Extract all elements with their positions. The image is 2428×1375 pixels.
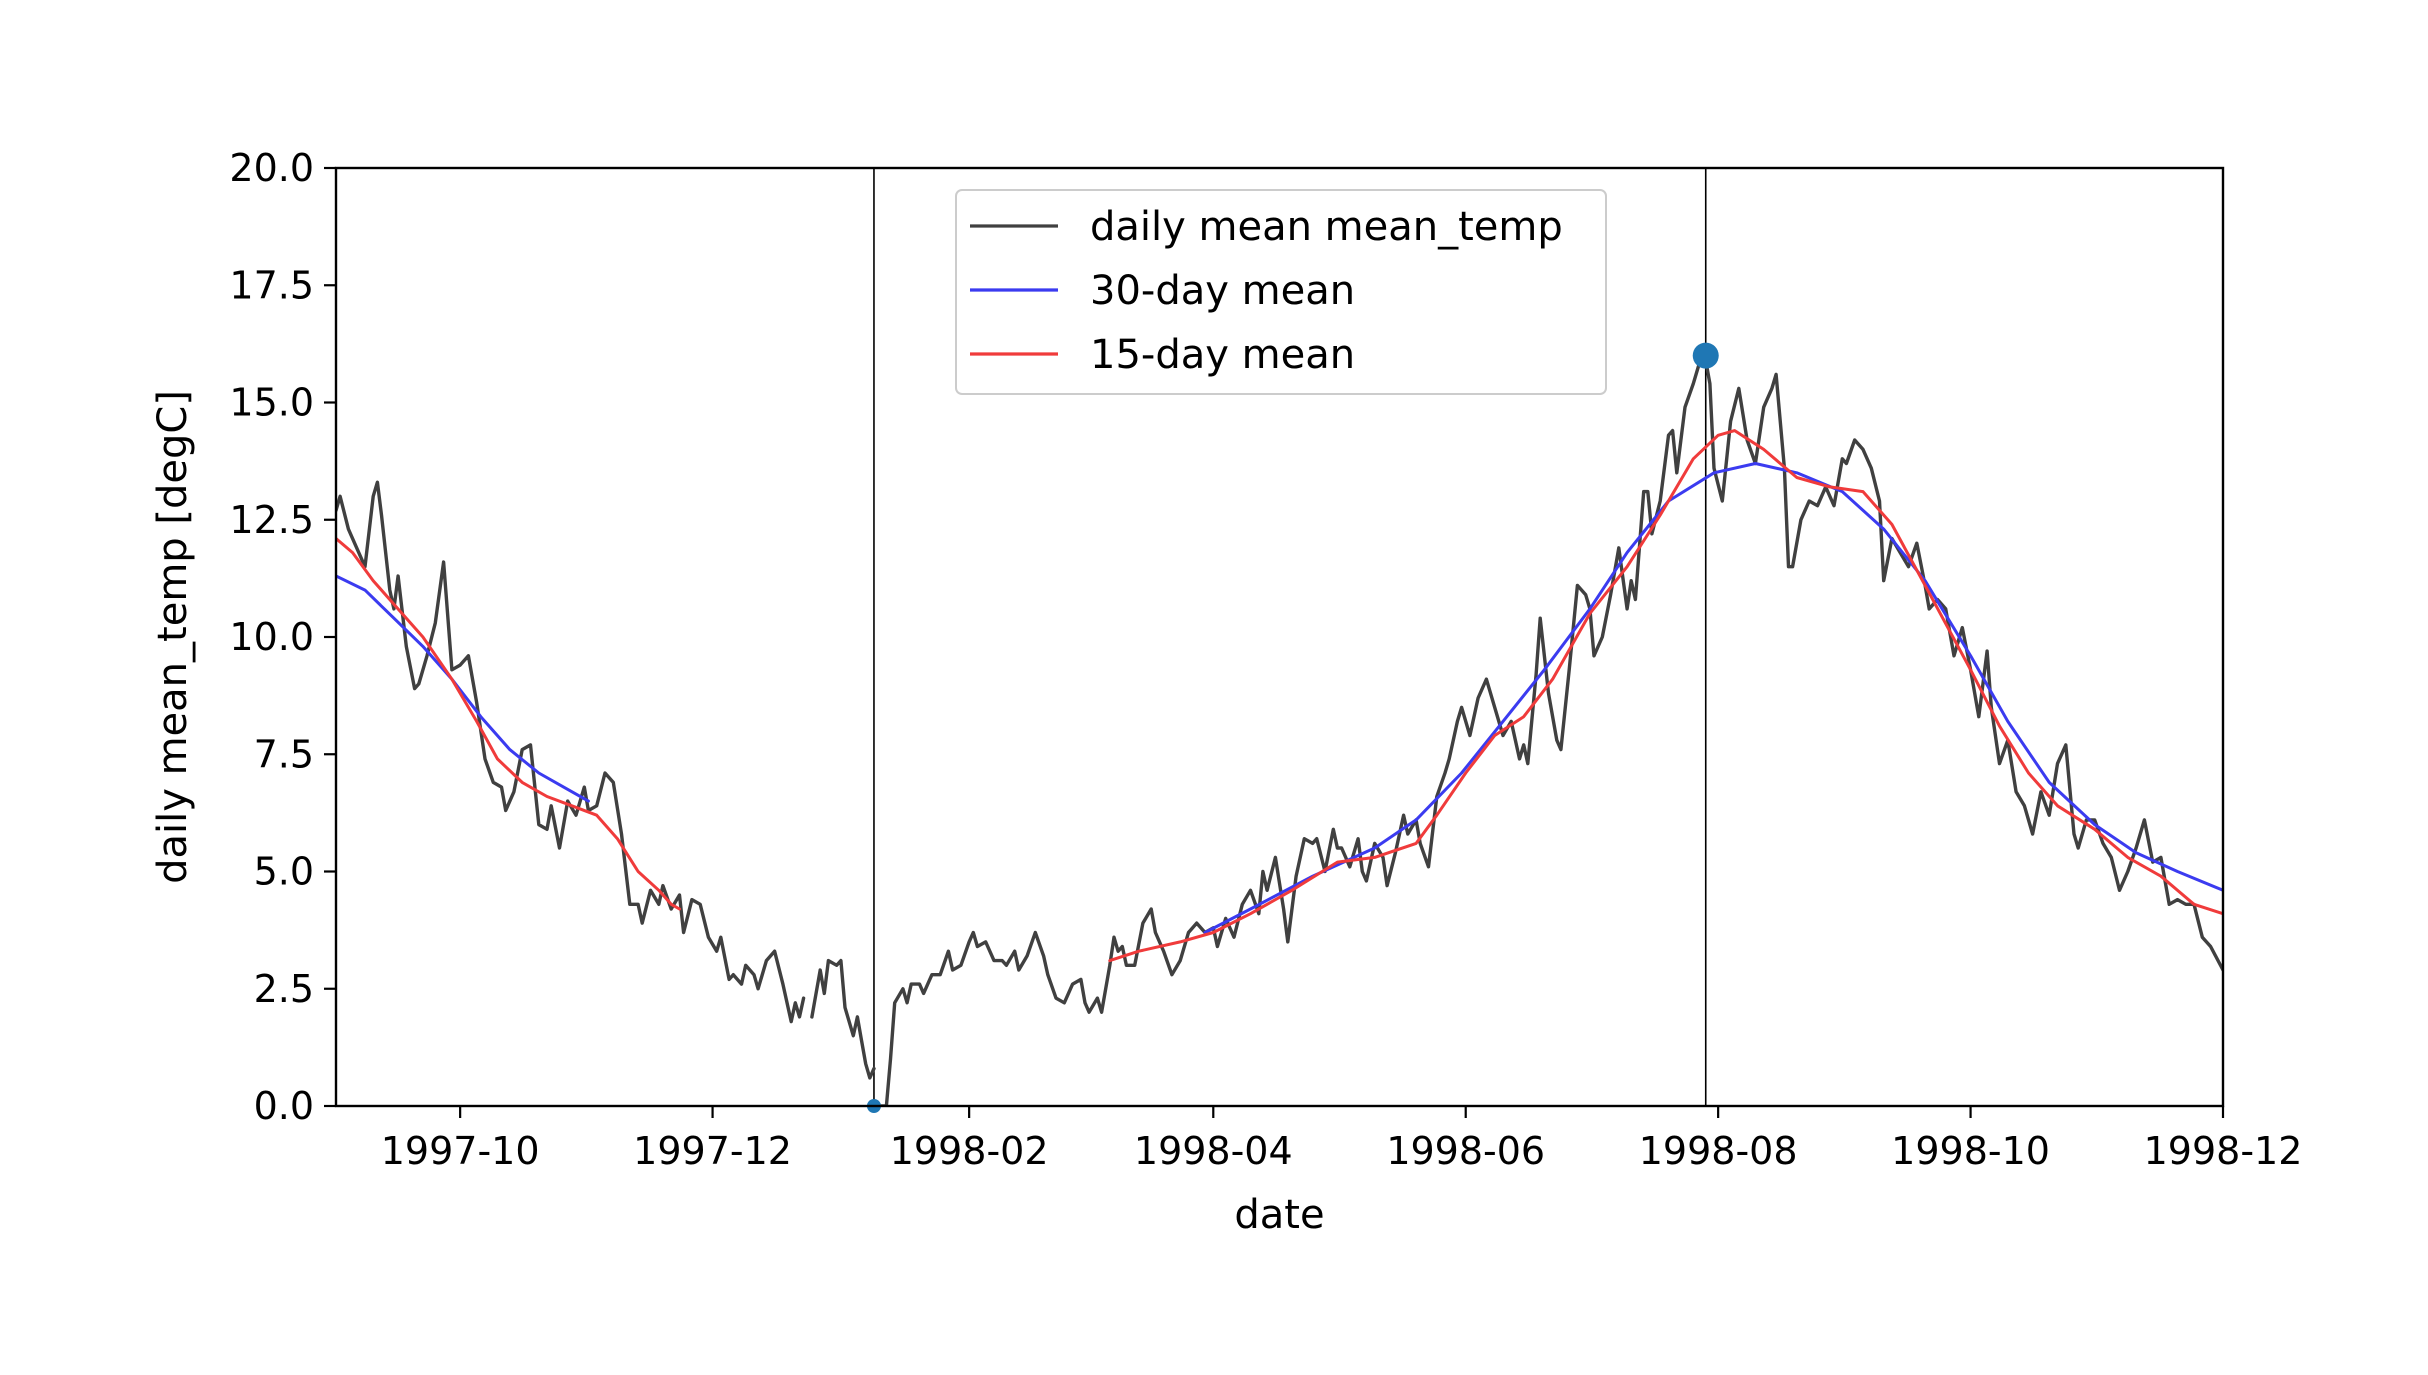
y-tick-label: 15.0: [229, 381, 314, 425]
x-tick-label: 1998-08: [1639, 1129, 1798, 1173]
x-tick-label: 1998-06: [1386, 1129, 1545, 1173]
y-tick-label: 2.5: [254, 967, 314, 1011]
y-tick-label: 12.5: [229, 498, 314, 542]
y-tick-label: 17.5: [229, 263, 314, 307]
plot-series-group: [336, 168, 2223, 1106]
x-tick-label: 1998-02: [890, 1129, 1049, 1173]
series-15-day-mean-line: [336, 429, 2223, 963]
y-tick-label: 5.0: [254, 850, 314, 894]
plot-area: [336, 168, 2223, 1113]
legend-label-3: 15-day mean: [1090, 332, 1355, 378]
legend-label-1: daily mean mean_temp: [1090, 204, 1563, 250]
series-30-day-mean-line: [336, 462, 2223, 934]
x-tick-label: 1998-10: [1891, 1129, 2050, 1173]
legend-box: [955, 189, 1607, 395]
max-marker-point: [1692, 342, 1719, 369]
y-tick-label: 7.5: [254, 732, 314, 776]
y-tick-label: 10.0: [229, 615, 314, 659]
axes: 0.0 2.5 5.0 7.5 10.0 12.5 15.0 17.5 20.0 1997-10 1…: [229, 146, 2302, 1173]
x-tick-label: 1998-12: [2144, 1129, 2303, 1173]
legend-label-2: 30-day mean: [1090, 268, 1355, 314]
x-axis-label: date: [1234, 1192, 1324, 1238]
y-tick-label: 0.0: [254, 1084, 314, 1128]
y-axis-label: daily mean_temp [degC]: [150, 390, 196, 884]
y-tick-label: 20.0: [229, 146, 314, 190]
x-tick-label: 1998-04: [1134, 1129, 1293, 1173]
series-daily-line: [336, 353, 2223, 1106]
x-tick-label: 1997-10: [381, 1129, 540, 1173]
legend: daily mean mean_temp 30-day mean 15-day me…: [955, 189, 1607, 395]
x-tick-label: 1997-12: [633, 1129, 792, 1173]
